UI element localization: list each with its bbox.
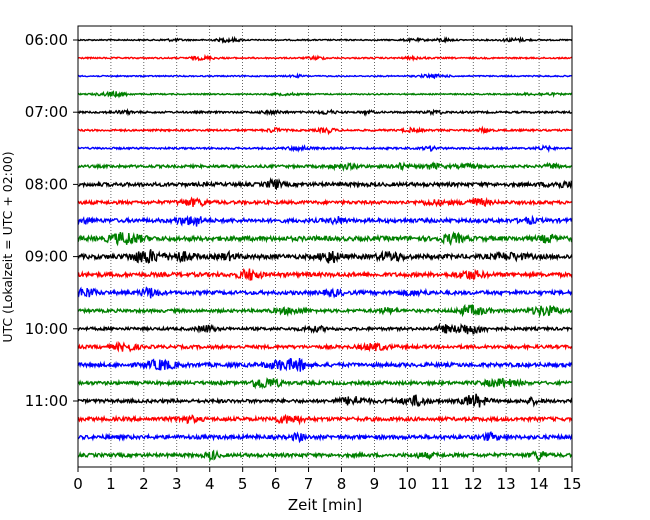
x-axis-ticks: 0 1 2 3 4 5 6 7 8 9 10 11 12 13 14 15 <box>73 467 582 493</box>
x-axis-label: Zeit [min] <box>288 496 362 514</box>
y-tick-label: 08:00 <box>25 175 68 193</box>
trace-row <box>77 125 573 136</box>
trace-row <box>77 303 573 319</box>
x-tick-label: 1 <box>106 475 116 493</box>
x-tick-label: 7 <box>304 475 314 493</box>
y-tick-label: 07:00 <box>25 103 68 121</box>
x-tick-label: 9 <box>370 475 380 493</box>
trace-row <box>77 340 573 353</box>
trace-row <box>77 322 573 335</box>
trace-row <box>77 413 573 426</box>
trace-row <box>77 230 573 247</box>
trace-row <box>77 72 573 80</box>
y-axis-label: UTC (Lokalzeit = UTC + 02:00) <box>0 151 15 342</box>
trace-row <box>77 286 573 299</box>
x-tick-label: 6 <box>271 475 281 493</box>
trace-row <box>77 53 573 63</box>
y-axis-ticks: 06:00 07:00 08:00 09:00 10:00 11:00 <box>25 31 78 410</box>
y-tick-label: 09:00 <box>25 248 68 266</box>
x-tick-label: 0 <box>73 475 83 493</box>
x-tick-label: 5 <box>238 475 248 493</box>
x-tick-label: 14 <box>530 475 549 493</box>
x-tick-label: 4 <box>205 475 215 493</box>
trace-rows <box>77 35 573 463</box>
x-tick-label: 2 <box>139 475 149 493</box>
x-tick-label: 13 <box>497 475 516 493</box>
x-tick-label: 15 <box>562 475 581 493</box>
trace-row <box>77 90 573 99</box>
x-tick-label: 3 <box>172 475 182 493</box>
trace-row <box>77 449 573 463</box>
trace-row <box>77 176 573 191</box>
x-tick-label: 8 <box>337 475 347 493</box>
trace-row <box>77 249 573 264</box>
x-tick-label: 10 <box>398 475 417 493</box>
trace-row <box>77 144 573 153</box>
x-tick-label: 12 <box>464 475 483 493</box>
trace-row <box>77 430 573 444</box>
trace-row <box>77 35 573 44</box>
trace-row <box>77 107 573 117</box>
trace-row <box>77 393 573 408</box>
trace-row <box>77 268 573 281</box>
trace-row <box>77 161 573 172</box>
y-tick-label: 10:00 <box>25 320 68 338</box>
trace-row <box>77 357 573 373</box>
trace-row <box>77 196 573 208</box>
trace-row <box>77 214 573 227</box>
y-tick-label: 11:00 <box>25 392 68 410</box>
x-tick-label: 11 <box>431 475 450 493</box>
y-tick-label: 06:00 <box>25 31 68 49</box>
trace-row <box>77 377 573 390</box>
plot-frame <box>77 25 573 468</box>
